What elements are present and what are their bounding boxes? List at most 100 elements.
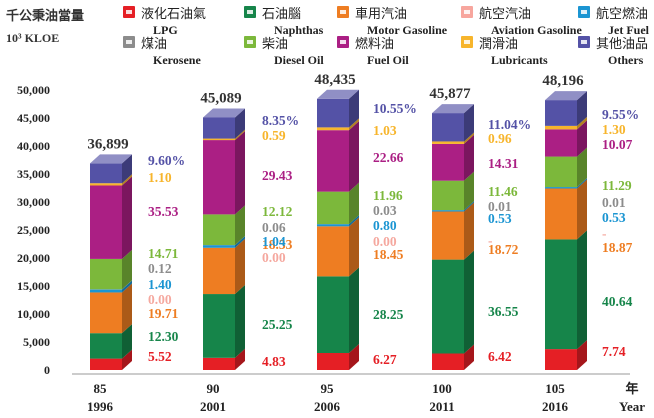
bar-top-cap bbox=[90, 154, 132, 164]
bar-segment-side bbox=[464, 134, 474, 181]
data-label: 18.33 bbox=[262, 237, 293, 252]
bar-segment-side bbox=[349, 121, 359, 192]
bar-segment-side bbox=[464, 344, 474, 370]
legend-label-en: Others bbox=[608, 53, 644, 67]
bar-segment-front bbox=[90, 292, 122, 334]
bar-segment-front bbox=[203, 117, 235, 139]
y-axis-unit: 10³ KLOE bbox=[6, 31, 59, 45]
naphtha-icon-glyph bbox=[247, 10, 253, 14]
legend-label-zh: 石油腦 bbox=[262, 6, 301, 21]
bar-segment-side bbox=[577, 116, 587, 130]
legend-label-en: Lubricants bbox=[491, 53, 548, 67]
data-label: 9.60% bbox=[148, 153, 185, 168]
data-label: 19.71 bbox=[148, 306, 179, 321]
data-label: 1.30 bbox=[602, 122, 626, 137]
y-axis-title: 千公秉油當量 bbox=[6, 8, 84, 23]
bar-segment-front bbox=[545, 129, 577, 157]
diesel-icon-glyph bbox=[247, 40, 253, 44]
data-label: 0.06 bbox=[262, 220, 286, 235]
airplane-icon-glyph bbox=[464, 10, 470, 14]
legend-label-en: Fuel Oil bbox=[367, 53, 409, 67]
bar-segment-front bbox=[203, 138, 235, 141]
bar-segment-side bbox=[349, 118, 359, 131]
legend-label-zh: 航空燃油 bbox=[596, 6, 648, 21]
bar-segment-side bbox=[577, 230, 587, 350]
x-tick-label-ad: 2011 bbox=[429, 399, 454, 414]
bar-segment-front bbox=[317, 352, 349, 370]
data-label: 22.66 bbox=[373, 150, 404, 165]
data-label: 0.96 bbox=[488, 131, 512, 146]
bar-segment-front bbox=[432, 353, 464, 370]
bar-segment-side bbox=[349, 89, 359, 128]
bar-segment-front bbox=[90, 185, 122, 259]
bar-segment-front bbox=[203, 245, 235, 248]
bar-segment-front bbox=[432, 211, 464, 260]
bar-segment-side bbox=[349, 215, 359, 225]
x-tick-label-ad: 2006 bbox=[314, 399, 341, 414]
bar-segment-side bbox=[122, 324, 132, 359]
legend-label-zh: 車用汽油 bbox=[355, 6, 407, 21]
bar-segment-side bbox=[349, 217, 359, 277]
data-label: 6.27 bbox=[373, 352, 397, 367]
bar-segment-side bbox=[122, 283, 132, 334]
car-icon-glyph bbox=[340, 10, 346, 14]
bar-segment-front bbox=[432, 180, 464, 211]
bar-segment-front bbox=[545, 188, 577, 240]
data-label: 8.35% bbox=[262, 113, 299, 128]
bar-segment-side bbox=[235, 238, 245, 295]
data-label: 10.07 bbox=[602, 137, 633, 152]
bar-segment-side bbox=[235, 235, 245, 246]
bar-segment-front bbox=[203, 247, 235, 295]
bar-segment-side bbox=[349, 267, 359, 353]
bar-segment-side bbox=[577, 147, 587, 188]
data-label: 0.59 bbox=[262, 128, 286, 143]
legend-label-en: Kerosene bbox=[153, 53, 201, 67]
bar-segment-front bbox=[432, 259, 464, 354]
data-label: 1.40 bbox=[148, 277, 172, 292]
legend-label-en: Aviation Gasoline bbox=[491, 23, 582, 37]
data-label: 18.45 bbox=[373, 247, 404, 262]
legend-label-zh: 液化石油氣 bbox=[141, 6, 206, 21]
bar-segment-front bbox=[432, 143, 464, 181]
bar-segment-side bbox=[577, 91, 587, 126]
bar-segment-side bbox=[577, 120, 587, 157]
data-label: 1.04 bbox=[262, 234, 286, 249]
oil-drop-icon-glyph bbox=[464, 40, 470, 44]
legend-label-zh: 其他油品 bbox=[596, 36, 648, 51]
x-tick-label-roc: 100 bbox=[432, 381, 452, 396]
data-label: 9.55% bbox=[602, 107, 639, 122]
data-label: 0.80 bbox=[373, 218, 397, 233]
legend-label-en: Jet Fuel bbox=[608, 23, 650, 37]
bar-total-label: 45,089 bbox=[200, 91, 241, 107]
bar-segment-front bbox=[203, 357, 235, 370]
jet-fuel-icon-glyph bbox=[581, 10, 587, 14]
bar-segment-front bbox=[203, 214, 235, 245]
bar-segment-side bbox=[235, 236, 245, 248]
data-label: 14.31 bbox=[488, 156, 519, 171]
bar-chart-icon-glyph bbox=[581, 40, 587, 44]
legend-label-zh: 柴油 bbox=[262, 36, 288, 51]
bar-total-label: 36,899 bbox=[87, 136, 128, 152]
data-label: 6.42 bbox=[488, 349, 512, 364]
bar-segment-side bbox=[235, 348, 245, 370]
data-label: 40.64 bbox=[602, 294, 633, 309]
bar-segment-side bbox=[464, 201, 474, 211]
y-tick-label: 20,000 bbox=[17, 251, 50, 265]
data-label: 14.71 bbox=[148, 246, 179, 261]
bar-segment-front bbox=[90, 258, 122, 290]
x-axis-label-zh: 年 bbox=[625, 381, 638, 396]
x-tick-label-roc: 90 bbox=[207, 381, 220, 396]
data-label: 0.12 bbox=[148, 261, 172, 276]
bar-segment-front bbox=[432, 210, 464, 212]
data-label: 28.25 bbox=[373, 307, 404, 322]
bar-segment-front bbox=[545, 187, 577, 189]
bar-total-label: 48,435 bbox=[314, 72, 355, 88]
legend-label-en: Motor Gasoline bbox=[367, 23, 448, 37]
y-tick-label: 10,000 bbox=[17, 307, 50, 321]
data-label: 18.72 bbox=[488, 242, 519, 257]
data-label: 10.55% bbox=[373, 101, 417, 116]
legend-label-en: Diesel Oil bbox=[274, 53, 324, 67]
bar-segment-side bbox=[122, 176, 132, 259]
data-label: 36.55 bbox=[488, 304, 519, 319]
